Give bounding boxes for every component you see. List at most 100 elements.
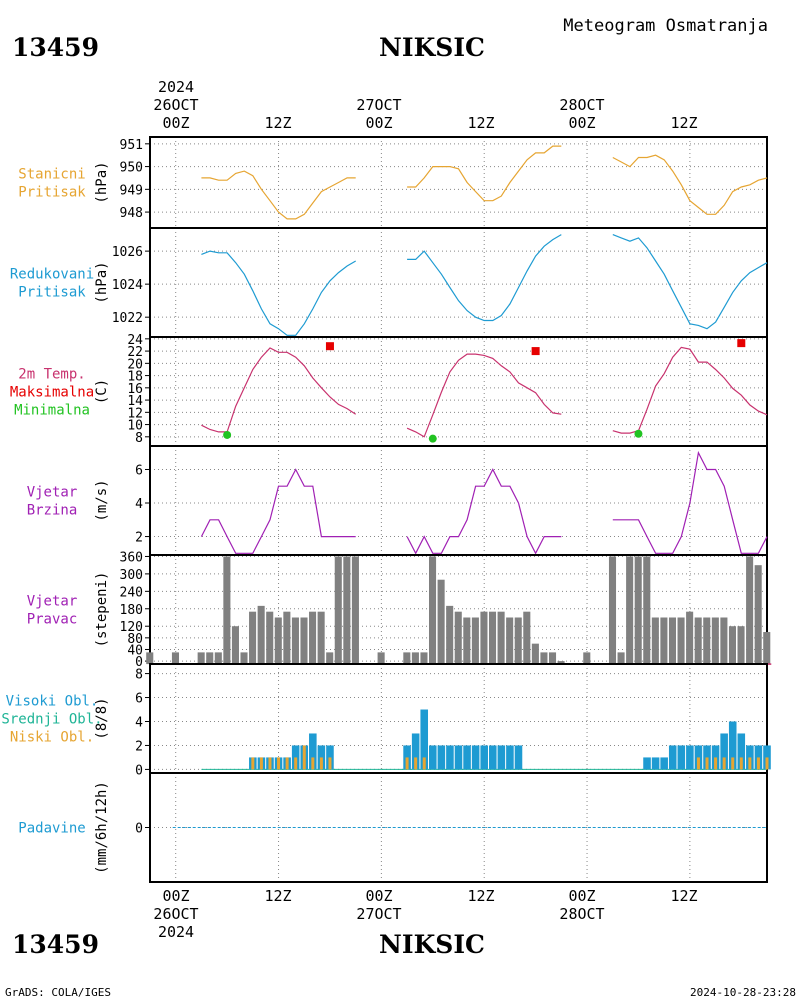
high-cloud-bar — [514, 745, 523, 770]
p3-ytick-label: 24 — [127, 333, 143, 348]
p4-series-line-1 — [200, 468, 356, 554]
wind-direction-bar — [557, 661, 565, 665]
wind-direction-bar — [206, 652, 214, 665]
p5-ytick-label: 0 — [135, 655, 143, 670]
p6-ytick-label: 8 — [135, 668, 143, 683]
low-cloud-bar — [294, 757, 298, 770]
p3-label-1: 2m Temp. — [18, 367, 85, 383]
chart-title: Meteogram Osmatranja — [563, 16, 768, 36]
p2-ytick-label: 1024 — [112, 278, 143, 293]
wind-direction-bar — [634, 556, 642, 665]
wind-direction-bar — [608, 556, 617, 665]
high-cloud-bar — [463, 745, 471, 770]
hour-label-bottom-3: 00Z — [365, 887, 392, 905]
p3-ytick-label: 20 — [127, 357, 143, 372]
p4-ytick-label: 4 — [135, 497, 143, 512]
wind-direction-bar — [514, 617, 522, 665]
wind-direction-bar — [257, 605, 265, 665]
p1-series-line-1 — [201, 170, 356, 220]
wind-direction-bar — [506, 617, 514, 665]
wind-direction-bar — [686, 611, 694, 665]
p4-series-line-3 — [612, 450, 768, 554]
wind-direction-bar — [523, 611, 531, 665]
tmin-marker — [634, 429, 643, 438]
wind-direction-bar — [309, 611, 317, 665]
high-cloud-bar — [506, 745, 514, 770]
wind-direction-bar — [446, 605, 454, 665]
high-cloud-bar — [497, 745, 506, 770]
high-cloud-bar — [429, 745, 437, 770]
wind-direction-bar — [171, 652, 179, 665]
wind-direction-bar — [737, 626, 745, 665]
high-cloud-bar — [454, 745, 463, 770]
p7-unit-label: (mm/6h/12h) — [94, 781, 110, 874]
wind-direction-bar — [326, 652, 334, 665]
high-cloud-bar — [660, 757, 668, 770]
p4-label-1: Vjetar — [27, 485, 78, 501]
wind-direction-bar — [617, 652, 625, 665]
tmax-marker — [531, 347, 540, 356]
tmin-marker — [428, 434, 437, 443]
p3-ytick-label: 14 — [127, 394, 143, 409]
p3-unit-label: (C) — [94, 379, 110, 404]
p6-label-3: Niski Obl. — [10, 730, 94, 746]
p2-series-line-3 — [612, 234, 768, 330]
p1-frame — [149, 136, 768, 229]
hour-label-top-2: 12Z — [264, 114, 291, 132]
wind-direction-bar — [343, 556, 351, 665]
wind-direction-bar — [403, 652, 411, 665]
p1-ytick-label: 949 — [120, 183, 143, 198]
wind-direction-bar — [377, 652, 385, 665]
p3-ytick-label: 10 — [127, 419, 143, 434]
p3-ytick-label: 22 — [127, 345, 143, 360]
p1-unit-label: (hPa) — [94, 161, 110, 203]
wind-direction-bar — [223, 556, 231, 665]
hour-label-top-4: 12Z — [467, 114, 494, 132]
p4-unit-label: (m/s) — [94, 479, 110, 521]
p6-ytick-label: 2 — [135, 739, 143, 754]
wind-direction-bar — [291, 617, 299, 665]
p5-label-2: Pravac — [27, 612, 78, 628]
p7-ytick-label: 0 — [135, 822, 143, 837]
p4-label-2: Brzina — [27, 503, 78, 519]
day-label-top-2: 27OCT — [356, 96, 401, 114]
high-cloud-bar — [420, 709, 429, 770]
high-cloud-bar — [677, 745, 686, 770]
wind-direction-bar — [540, 652, 548, 665]
p2-unit-label: (hPa) — [94, 261, 110, 303]
p5-ytick-label: 360 — [120, 550, 143, 565]
high-cloud-bar — [651, 757, 660, 770]
wind-direction-bar — [274, 617, 282, 665]
wind-direction-bar — [763, 632, 771, 665]
low-cloud-bar — [722, 757, 726, 770]
wind-direction-bar — [231, 626, 239, 665]
wind-direction-bar — [728, 626, 737, 665]
p6-ytick-label: 0 — [135, 763, 143, 778]
p1-series-line-2 — [407, 145, 562, 202]
p1-ytick-label: 948 — [120, 206, 143, 221]
low-cloud-bar — [285, 757, 289, 770]
low-cloud-bar — [705, 757, 709, 770]
wind-direction-bar — [471, 617, 479, 665]
p3-series-line-2 — [406, 353, 562, 438]
p6-unit-label: (8/8) — [94, 697, 110, 739]
p3-label-2: Maksimalna — [10, 385, 94, 401]
wind-direction-bar — [677, 617, 685, 665]
high-cloud-bar — [471, 745, 480, 770]
p7-label-1: Padavine — [18, 821, 85, 837]
wind-direction-bar — [437, 579, 445, 665]
p5-ytick-label: 40 — [127, 643, 143, 658]
p3-ytick-label: 18 — [127, 370, 143, 385]
hour-label-top-6: 12Z — [670, 114, 697, 132]
p3-ytick-label: 16 — [127, 382, 143, 397]
day-label-bottom-3: 28OCT — [559, 905, 604, 923]
low-cloud-bar — [251, 757, 255, 770]
high-cloud-bar — [446, 745, 454, 770]
wind-direction-bar — [754, 565, 762, 665]
high-cloud-bar — [686, 745, 694, 770]
wind-direction-bar — [480, 611, 488, 665]
wind-direction-bar — [420, 652, 428, 665]
day-label-top-1: 26OCT — [153, 96, 198, 114]
p4-ytick-label: 2 — [135, 531, 143, 546]
